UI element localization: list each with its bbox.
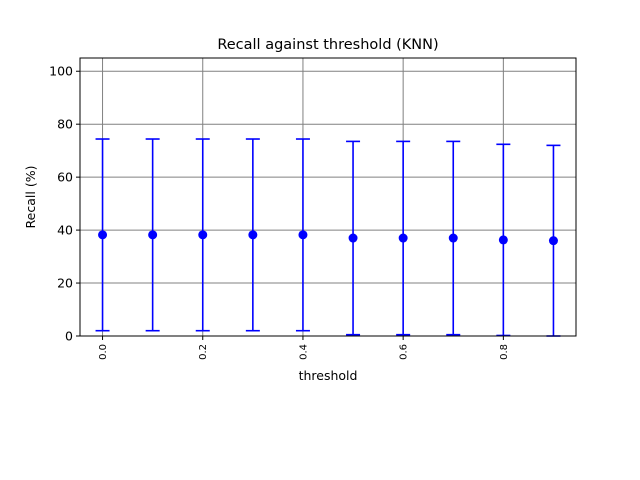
- data-point: [248, 230, 258, 240]
- x-tick-label: 0.8: [499, 344, 510, 360]
- y-tick-label: 80: [57, 117, 73, 132]
- data-point: [448, 233, 458, 243]
- x-tick-label: 0.4: [298, 344, 309, 360]
- data-point: [298, 230, 308, 240]
- grid: [80, 58, 576, 337]
- chart-title: Recall against threshold (KNN): [217, 37, 438, 53]
- data-point: [198, 230, 208, 240]
- data-point: [548, 236, 558, 246]
- axes-frame: [79, 57, 577, 337]
- y-tick-label: 100: [49, 64, 73, 79]
- error-bars: [95, 138, 561, 337]
- y-ticks: 0 20 40 60 80 100: [49, 64, 80, 344]
- data-point: [148, 230, 158, 240]
- y-tick-label: 60: [57, 170, 73, 185]
- data-point: [398, 233, 408, 243]
- x-axis-label: threshold: [299, 368, 358, 383]
- data-point: [498, 235, 508, 245]
- data-point: [98, 230, 108, 240]
- y-tick-label: 20: [57, 276, 73, 291]
- data-point: [348, 233, 358, 243]
- x-tick-label: 0.6: [399, 344, 410, 360]
- x-tick-label: 0.0: [98, 344, 109, 360]
- y-tick-label: 0: [65, 329, 73, 344]
- y-tick-label: 40: [57, 223, 73, 238]
- x-tick-label: 0.2: [198, 344, 209, 360]
- x-ticks: 0.0 0.2 0.4 0.6 0.8: [98, 336, 510, 360]
- data-points: [98, 230, 558, 246]
- y-axis-label: Recall (%): [23, 166, 38, 229]
